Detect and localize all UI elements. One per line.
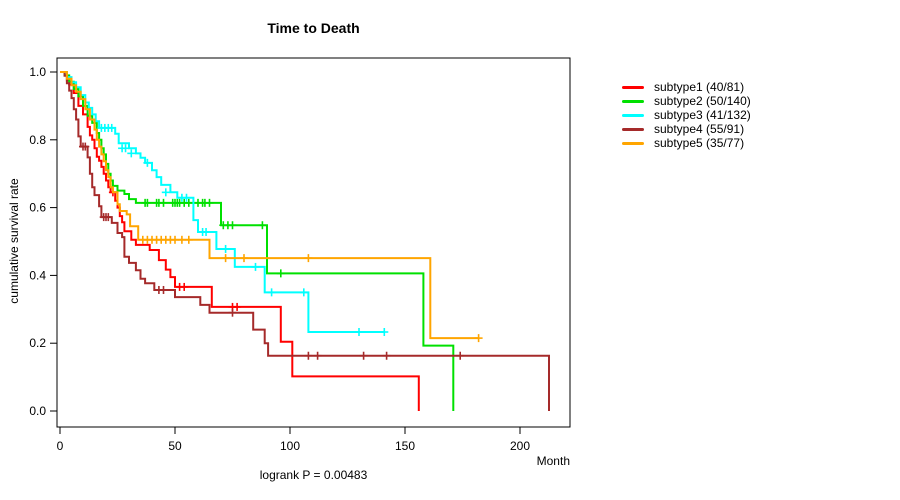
series-subtype1-line — [60, 71, 420, 411]
x-tick-label: 50 — [168, 439, 182, 453]
x-tick-label: 100 — [280, 439, 300, 453]
legend-label: subtype2 (50/140) — [654, 94, 751, 108]
legend-item-subtype1: subtype1 (40/81) — [622, 80, 751, 94]
x-axis-label: Month — [536, 454, 570, 468]
legend-item-subtype2: subtype2 (50/140) — [622, 94, 751, 108]
x-tick-label: 200 — [510, 439, 530, 453]
plot-frame — [56, 57, 571, 428]
y-tick-label: 1.0 — [29, 65, 46, 79]
legend: subtype1 (40/81) subtype2 (50/140) subtype… — [622, 80, 751, 150]
series-subtype2-line — [60, 71, 455, 411]
legend-label: subtype5 (35/77) — [654, 136, 745, 150]
legend-label: subtype4 (55/91) — [654, 122, 745, 136]
legend-item-subtype5: subtype5 (35/77) — [622, 136, 751, 150]
legend-line-swatch — [622, 85, 644, 89]
series-subtype5-line — [60, 71, 479, 340]
legend-line-swatch — [622, 113, 644, 117]
y-tick-label: 0.0 — [29, 404, 46, 418]
y-tick-label: 0.6 — [29, 201, 46, 215]
series-subtype3-line — [60, 71, 385, 333]
legend-line-swatch — [622, 127, 644, 131]
chart-title: Time to Death — [267, 20, 360, 36]
y-axis-label: cumulative survival rate — [7, 178, 21, 304]
series-subtype4-line — [60, 71, 550, 411]
logrank-annotation: logrank P = 0.00483 — [259, 468, 368, 482]
x-tick-label: 0 — [57, 439, 64, 453]
x-tick-label: 150 — [395, 439, 415, 453]
legend-item-subtype4: subtype4 (55/91) — [622, 122, 751, 136]
legend-line-swatch — [622, 99, 644, 103]
y-tick-label: 0.8 — [29, 133, 46, 147]
legend-label: subtype3 (41/132) — [654, 108, 751, 122]
y-tick-label: 0.4 — [29, 268, 46, 282]
y-tick-label: 0.2 — [29, 336, 46, 350]
legend-label: subtype1 (40/81) — [654, 80, 745, 94]
legend-line-swatch — [622, 141, 644, 145]
legend-item-subtype3: subtype3 (41/132) — [622, 108, 751, 122]
